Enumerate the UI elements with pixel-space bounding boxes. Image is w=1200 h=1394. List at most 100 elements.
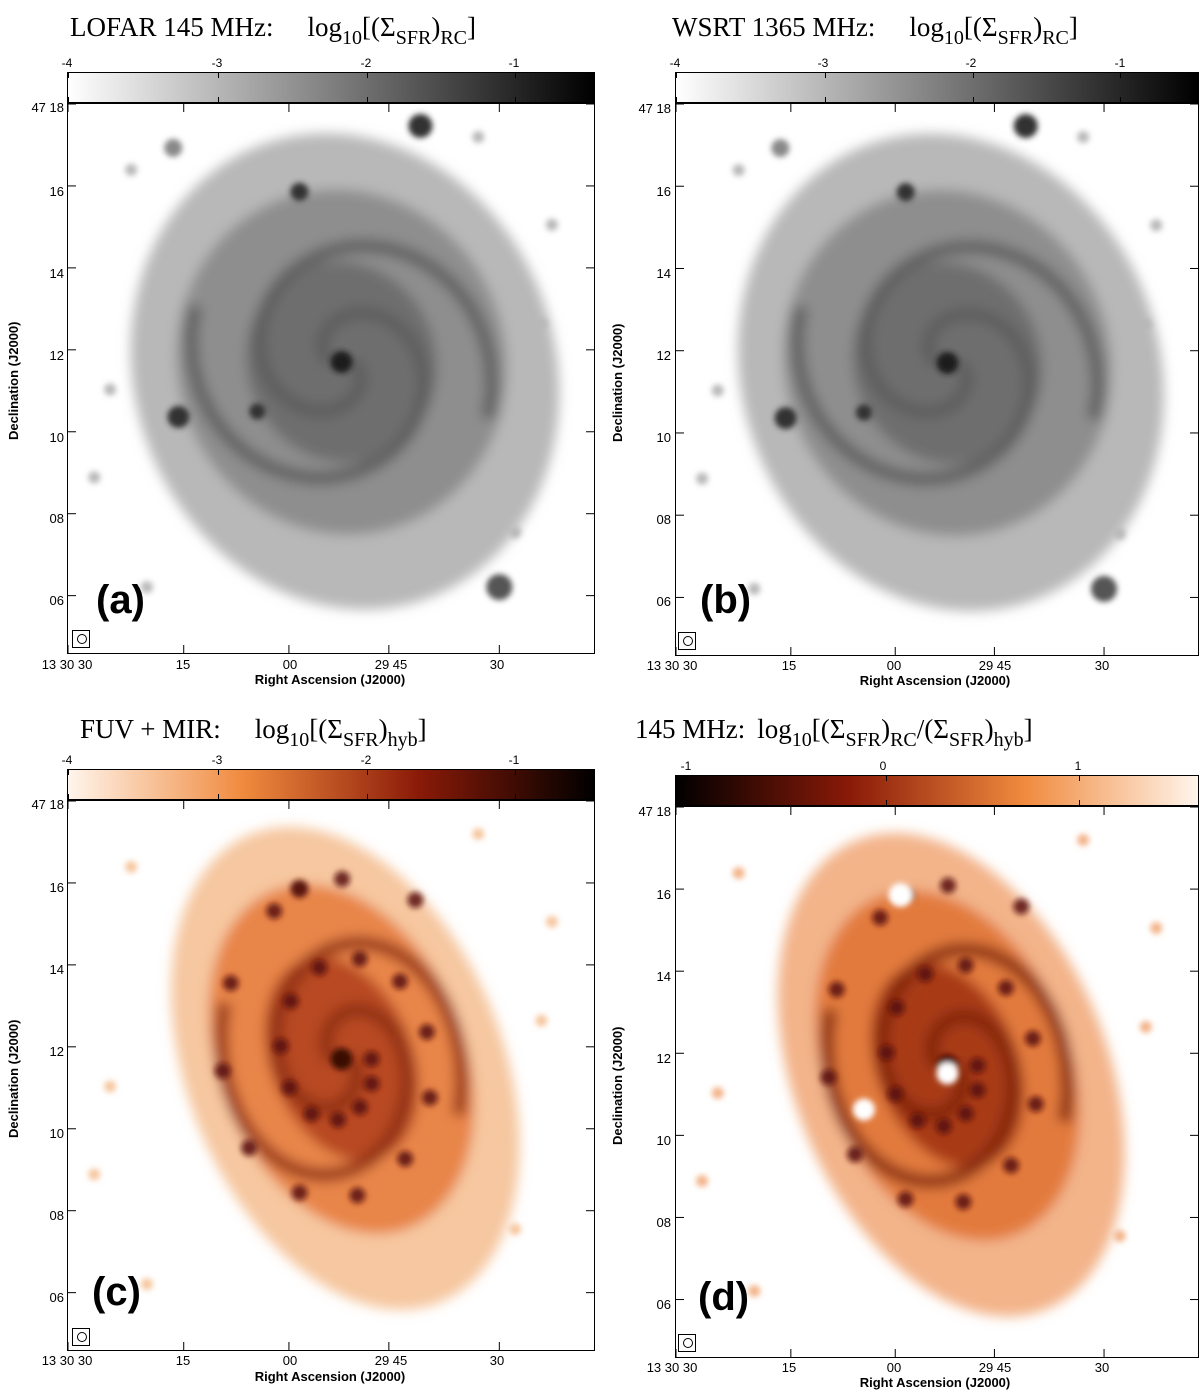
dec-tick-label: 47 18 bbox=[638, 101, 671, 116]
beam-icon bbox=[72, 1328, 90, 1346]
colorbar-tick-label: -4 bbox=[61, 56, 73, 70]
ra-tick-label: 15 bbox=[175, 1353, 191, 1368]
colorbar-tick-mark bbox=[515, 73, 517, 78]
beam-icon bbox=[72, 630, 90, 648]
formula-sub: SFR bbox=[395, 27, 432, 49]
colorbar-tick-label: -3 bbox=[817, 56, 829, 70]
ra-tick-label: 30 bbox=[1094, 658, 1110, 673]
colorbar-tick-mark bbox=[686, 776, 688, 781]
colorbar bbox=[675, 775, 1199, 806]
colorbar-tick-mark bbox=[68, 794, 69, 799]
colorbar-tick-mark bbox=[217, 794, 219, 799]
colorbar bbox=[675, 72, 1199, 103]
dec-tick-label: 14 bbox=[49, 266, 64, 281]
dec-tick-label: 06 bbox=[656, 594, 671, 609]
formula-part: /(Σ bbox=[916, 714, 949, 744]
panel-a-title: LOFAR 145 MHz: log10[(ΣSFR)RC] bbox=[70, 12, 477, 49]
formula-sub: RC bbox=[1042, 27, 1069, 49]
ra-tick-label: 30 bbox=[1094, 1360, 1110, 1375]
ra-tick-label: 15 bbox=[781, 1360, 797, 1375]
galaxy-image bbox=[68, 104, 594, 653]
formula-part: [(Σ bbox=[309, 714, 343, 744]
dec-tick-label: 08 bbox=[656, 512, 671, 527]
ra-tick-label: 29 45 bbox=[978, 658, 1012, 673]
dec-tick-label: 14 bbox=[656, 969, 671, 984]
formula-part: ) bbox=[1033, 12, 1043, 42]
ra-tick-label: 13 30 30 bbox=[646, 658, 698, 673]
colorbar-tick-mark bbox=[366, 794, 368, 799]
panel-b-title-label: WSRT 1365 MHz: bbox=[672, 12, 876, 42]
colorbar-tick-mark bbox=[972, 73, 974, 78]
colorbar-tick-mark bbox=[676, 97, 677, 102]
formula-sub: 10 bbox=[943, 27, 964, 49]
ra-tick-label: 29 45 bbox=[374, 1353, 408, 1368]
colorbar-tick-mark bbox=[885, 800, 887, 805]
beam-icon bbox=[678, 1334, 696, 1352]
panel-letter-label: (c) bbox=[92, 1270, 141, 1314]
colorbar-tick-mark bbox=[366, 97, 368, 102]
formula-sub: SFR bbox=[342, 729, 379, 751]
dec-tick-label: 10 bbox=[656, 430, 671, 445]
ra-tick-label: 00 bbox=[282, 657, 298, 672]
ra-tick-label: 30 bbox=[489, 1353, 505, 1368]
x-axis-label: Right Ascension (J2000) bbox=[254, 1369, 406, 1384]
image-map-d bbox=[675, 806, 1199, 1358]
colorbar-tick-label: -1 bbox=[680, 759, 692, 773]
y-axis-label: Declination (J2000) bbox=[610, 1026, 625, 1146]
formula-part: log bbox=[757, 714, 792, 744]
colorbar-tick-mark bbox=[1119, 73, 1121, 78]
formula-part: log bbox=[909, 12, 944, 42]
ra-tick-label: 30 bbox=[489, 657, 505, 672]
panel-c-title-label: FUV + MIR: bbox=[80, 714, 221, 744]
panel-b-title: WSRT 1365 MHz: log10[(ΣSFR)RC] bbox=[672, 12, 1078, 49]
formula-sub: 10 bbox=[342, 27, 363, 49]
dec-tick-label: 12 bbox=[656, 1051, 671, 1066]
colorbar-tick-mark bbox=[1119, 97, 1121, 102]
y-axis-label: Declination (J2000) bbox=[610, 323, 625, 443]
image-map-b bbox=[675, 103, 1199, 656]
colorbar-tick-mark bbox=[515, 97, 517, 102]
dec-tick-label: 10 bbox=[656, 1133, 671, 1148]
colorbar-tick-mark bbox=[686, 800, 688, 805]
colorbar-tick-label: -2 bbox=[360, 753, 372, 767]
colorbar-tick-mark bbox=[824, 73, 826, 78]
colorbar-tick-mark bbox=[515, 794, 517, 799]
colorbar-tick-mark bbox=[217, 73, 219, 78]
dec-tick-label: 10 bbox=[49, 1126, 64, 1141]
ra-tick-label: 29 45 bbox=[374, 657, 408, 672]
colorbar-tick-mark bbox=[217, 97, 219, 102]
formula-sub: RC bbox=[890, 729, 917, 751]
formula-sub: SFR bbox=[997, 27, 1034, 49]
dec-tick-label: 10 bbox=[49, 430, 64, 445]
ra-tick-label: 15 bbox=[781, 658, 797, 673]
formula-part: [(Σ bbox=[963, 12, 998, 42]
galaxy-image bbox=[676, 807, 1198, 1357]
dec-tick-label: 14 bbox=[49, 962, 64, 977]
formula-part: ) bbox=[431, 12, 441, 42]
formula-sub: RC bbox=[440, 27, 468, 49]
colorbar-tick-mark bbox=[515, 770, 517, 775]
ra-tick-label: 13 30 30 bbox=[41, 1353, 93, 1368]
panel-letter-label: (d) bbox=[698, 1275, 750, 1319]
formula-part: ) bbox=[881, 714, 891, 744]
dec-tick-label: 47 18 bbox=[31, 100, 64, 115]
formula-part: ] bbox=[1068, 12, 1078, 42]
dec-tick-label: 12 bbox=[656, 348, 671, 363]
panel-letter-label: (a) bbox=[96, 578, 145, 622]
ra-tick-label: 13 30 30 bbox=[646, 1360, 698, 1375]
formula-part: [(Σ bbox=[362, 12, 396, 42]
galaxy-image bbox=[68, 801, 594, 1350]
dec-tick-label: 06 bbox=[49, 1290, 64, 1305]
beam-icon bbox=[678, 632, 696, 650]
colorbar-tick-label: 1 bbox=[1074, 759, 1082, 773]
formula-sub: SFR bbox=[845, 729, 882, 751]
formula-part: ] bbox=[467, 12, 477, 42]
colorbar-tick-mark bbox=[824, 97, 826, 102]
dec-tick-label: 16 bbox=[49, 880, 64, 895]
formula-part: ] bbox=[417, 714, 427, 744]
colorbar-tick-label: -2 bbox=[965, 56, 977, 70]
colorbar-tick-mark bbox=[885, 776, 887, 781]
dec-tick-label: 16 bbox=[49, 184, 64, 199]
colorbar-tick-mark bbox=[366, 770, 368, 775]
ra-tick-label: 00 bbox=[886, 1360, 902, 1375]
